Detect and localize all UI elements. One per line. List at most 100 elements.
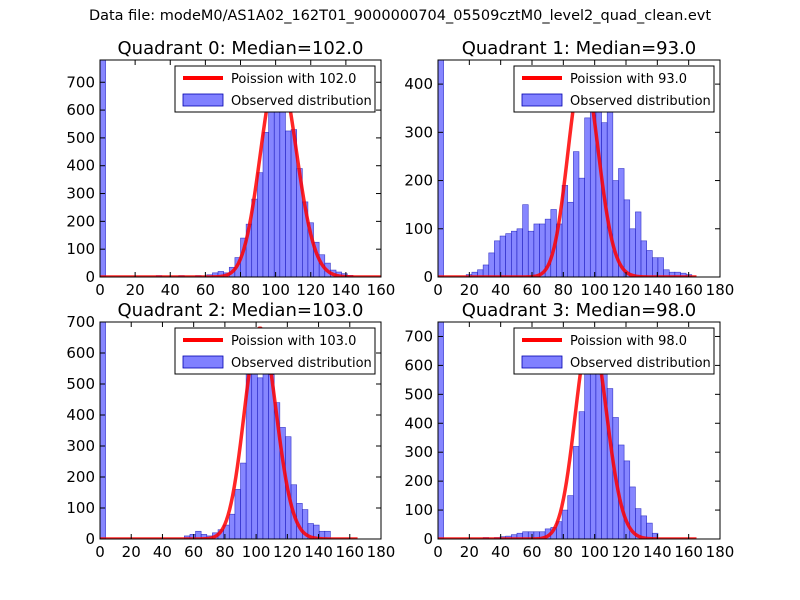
histogram-bar (522, 204, 529, 277)
y-tick-label: 500 (66, 375, 95, 393)
x-tick-label: 40 (161, 281, 180, 299)
histogram-bar (646, 250, 653, 277)
y-tick-label: 0 (423, 268, 433, 286)
y-tick-label: 300 (404, 123, 433, 141)
legend-line-label: Poission with 98.0 (570, 334, 687, 349)
x-tick-label: 100 (580, 281, 609, 299)
x-tick-label: 0 (433, 543, 443, 561)
x-tick-label: 160 (674, 281, 703, 299)
subplot-title: Quadrant 2: Median=103.0 (118, 300, 364, 321)
legend: Poission with 98.0 Observed distribution (513, 327, 715, 375)
y-tick-label: 500 (66, 129, 95, 147)
y-tick-label: 200 (404, 472, 433, 490)
y-tick-label: 100 (404, 220, 433, 238)
x-tick-label: 20 (122, 543, 141, 561)
x-tick-label: 140 (332, 281, 361, 299)
poisson-curve (100, 66, 381, 277)
x-tick-label: 160 (367, 281, 396, 299)
x-tick-label: 120 (612, 281, 641, 299)
legend-line-label: Poission with 103.0 (231, 334, 356, 349)
histogram-bar (527, 230, 535, 277)
x-tick-label: 80 (215, 543, 234, 561)
x-tick-label: 0 (95, 281, 105, 299)
histogram-bar (488, 252, 495, 277)
legend-line-label: Poission with 93.0 (570, 72, 687, 87)
histogram-bar (324, 530, 331, 539)
x-tick-label: 100 (580, 543, 609, 561)
legend-box (174, 327, 376, 375)
histogram-bar (578, 411, 585, 539)
x-tick-label: 160 (335, 543, 364, 561)
x-tick-label: 80 (231, 281, 250, 299)
histogram-bar (640, 240, 647, 277)
legend-hist-label: Observed distribution (570, 94, 711, 109)
y-tick-label: 600 (66, 344, 95, 362)
y-tick-label: 200 (66, 468, 95, 486)
legend: Poission with 102.0 Observed distribution (174, 65, 376, 113)
y-tick-label: 200 (404, 172, 433, 190)
histogram-bar (646, 522, 653, 539)
histogram (438, 60, 693, 277)
histogram-bar (240, 462, 247, 539)
histogram-bar (100, 322, 106, 539)
histogram-bar (228, 513, 236, 539)
subplot-title: Quadrant 0: Median=102.0 (118, 38, 364, 59)
x-tick-label: 180 (706, 543, 735, 561)
histogram-bar (640, 515, 647, 539)
histogram-bar (635, 211, 642, 277)
x-tick-label: 80 (554, 281, 573, 299)
histogram-bar (268, 97, 275, 277)
histogram-bar (234, 489, 241, 539)
quadrant-2-plot: 0 20 40 60 80 100 120 140 160 1800100200300400500… (66, 300, 395, 561)
x-tick-label: 60 (184, 543, 203, 561)
y-tick-label: 400 (66, 157, 95, 175)
quadrant-1-plot: 0 20 40 60 80 100 120 140 160 1800100200300400Qua… (404, 38, 734, 299)
x-tick-label: 0 (433, 281, 443, 299)
x-tick-label: 60 (522, 281, 541, 299)
histogram-bar (257, 377, 264, 539)
histogram-bar (482, 264, 490, 277)
y-tick-label: 0 (85, 530, 95, 548)
x-tick-label: 120 (273, 543, 302, 561)
quadrant-0-plot: 0 20 40 60 80 100 120 140 160 0 100 200 300 400 500 600… (66, 38, 395, 299)
x-tick-label: 140 (643, 543, 672, 561)
histogram-bar (657, 257, 664, 277)
histogram-bar (100, 60, 106, 277)
x-tick-label: 40 (491, 281, 510, 299)
histogram-bar (606, 98, 614, 277)
x-tick-label: 20 (126, 281, 145, 299)
histogram-bar (257, 172, 264, 277)
legend-hist-label: Observed distribution (231, 356, 372, 371)
y-tick-label: 700 (66, 73, 95, 91)
axes-frame (437, 321, 721, 540)
y-tick-label: 400 (66, 406, 95, 424)
poisson-curve (100, 326, 358, 539)
histogram-bar (567, 495, 574, 539)
x-tick-label: 120 (612, 543, 641, 561)
legend-hist-swatch (182, 355, 224, 369)
histogram-bar (578, 177, 585, 277)
histogram-bar (511, 230, 518, 277)
histogram-bar (285, 130, 292, 277)
x-tick-label: 180 (367, 543, 396, 561)
histogram-bar (505, 233, 512, 277)
x-tick-label: 180 (706, 281, 735, 299)
y-tick-label: 300 (66, 185, 95, 203)
legend: Poission with 93.0 Observed distribution (513, 65, 715, 113)
legend: Poission with 103.0 Observed distribution (174, 327, 376, 375)
x-tick-label: 140 (643, 281, 672, 299)
legend-hist-swatch (521, 93, 563, 107)
histogram-bar (251, 351, 258, 539)
x-tick-label: 60 (522, 543, 541, 561)
x-tick-label: 80 (554, 543, 573, 561)
figure-suptitle: Data file: modeM0/AS1A02_162T01_90000007… (88, 8, 712, 24)
y-tick-label: 100 (66, 499, 95, 517)
y-tick-label: 500 (404, 385, 433, 403)
legend-hist-label: Observed distribution (570, 356, 711, 371)
axes-frame (437, 59, 721, 278)
histogram-bar (499, 235, 506, 277)
y-tick-label: 0 (423, 530, 433, 548)
y-tick-label: 400 (404, 75, 433, 93)
x-tick-label: 60 (196, 281, 215, 299)
